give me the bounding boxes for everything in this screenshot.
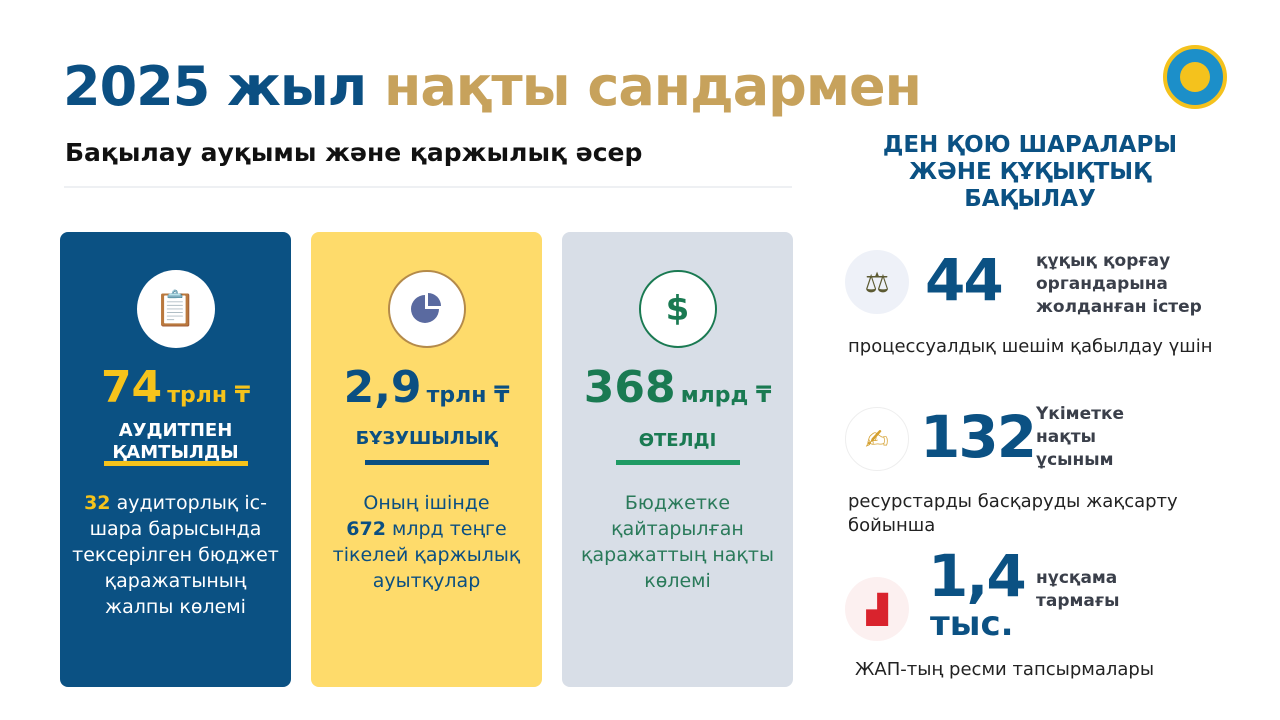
card-label: АУДИТПЕН ҚАМТЫЛДЫ xyxy=(60,420,291,464)
desc-text: аудиторлық іс-шара барысында тексерілген… xyxy=(72,492,279,618)
underline xyxy=(364,460,489,465)
card-audit-coverage: 📋 74 трлн ₸ АУДИТПЕН ҚАМТЫЛДЫ 32 аудиторл… xyxy=(60,232,291,687)
unit: трлн ₸ xyxy=(426,383,510,408)
value: 74 xyxy=(100,362,163,413)
unit: трлн ₸ xyxy=(167,383,251,408)
label-line: АУДИТПЕН xyxy=(118,420,233,441)
stat-value: 1,4 xyxy=(928,542,1027,610)
logo-emblem xyxy=(1163,45,1227,109)
card-violations: 2,9 трлн ₸ БҰЗУШЫЛЫҚ Оның ішінде 672 млрд… xyxy=(311,232,542,687)
stat-label: Үкіметке нақты ұсыным xyxy=(1036,404,1125,470)
card-description: Оның ішінде 672 млрд теңге тікелей қаржыл… xyxy=(321,490,532,594)
card-description: 32 аудиторлық іс-шара барысында тексеріл… xyxy=(70,490,281,620)
card-value: 74 трлн ₸ xyxy=(60,362,291,413)
highlight: 672 xyxy=(346,518,386,540)
page-title: 2025 жыл нақты сандармен xyxy=(63,55,922,118)
card-value: 368 млрд ₸ xyxy=(562,362,793,413)
stamp-icon: ▟ xyxy=(845,577,909,641)
title-accent: нақты сандармен xyxy=(384,55,922,118)
card-value: 2,9 трлн ₸ xyxy=(311,362,542,413)
divider xyxy=(64,186,792,188)
right-heading: ДЕН ҚОЮ ШАРАЛАРЫ ЖӘНЕ ҚҰҚЫҚТЫҚ БАҚЫЛАУ xyxy=(882,132,1178,212)
subtitle: Бақылау ауқымы және қаржылық әсер xyxy=(65,138,643,167)
stat-value: 44 xyxy=(925,246,1004,314)
hand-money-icon: $ xyxy=(638,270,717,348)
unit: млрд ₸ xyxy=(680,383,772,408)
card-label: БҰЗУШЫЛЫҚ xyxy=(355,428,498,449)
card-description: Бюджетке қайтарылған қаражаттың нақты кө… xyxy=(581,492,774,592)
stat-label: нұсқама тармағы xyxy=(1036,568,1120,611)
label-line: ҚАМТЫЛДЫ xyxy=(112,442,239,463)
highlight: 32 xyxy=(84,492,111,514)
card-recovered: $ 368 млрд ₸ ӨТЕЛДІ Бюджетке қайтарылған… xyxy=(562,232,793,687)
desc-text: млрд теңге тікелей қаржылық ауытқулар xyxy=(332,518,521,592)
underline xyxy=(103,461,248,466)
title-year: 2025 жыл xyxy=(63,55,367,118)
pie-chart-icon xyxy=(387,270,466,348)
stat-label: құқық қорғау органдарына жолданған істер xyxy=(1036,251,1202,317)
stat-value: 132 xyxy=(920,403,1037,471)
clipboard-check-icon: 📋 xyxy=(136,270,215,348)
value: 2,9 xyxy=(343,362,422,413)
desc-text: Оның ішінде xyxy=(363,492,490,514)
stat-description: ресурстарды басқаруды жақсарту бойынша xyxy=(848,491,1178,536)
scales-icon: ⚖ xyxy=(845,250,909,314)
stat-unit: тыс. xyxy=(930,604,1014,644)
stat-description: ЖАП-тың ресми тапсырмалары xyxy=(855,659,1155,680)
underline xyxy=(615,460,740,465)
value: 368 xyxy=(583,362,676,413)
card-label: ӨТЕЛДІ xyxy=(638,430,717,451)
document-sign-icon: ✍ xyxy=(845,407,909,471)
stat-description: процессуалдық шешім қабылдау үшін xyxy=(848,336,1213,357)
